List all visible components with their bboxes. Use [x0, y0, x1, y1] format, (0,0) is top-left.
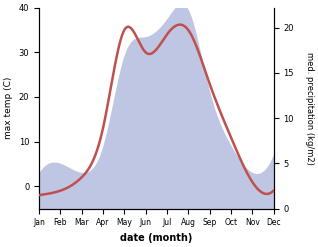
Y-axis label: max temp (C): max temp (C)	[4, 77, 13, 139]
Y-axis label: med. precipitation (kg/m2): med. precipitation (kg/m2)	[305, 52, 314, 165]
X-axis label: date (month): date (month)	[120, 233, 192, 243]
